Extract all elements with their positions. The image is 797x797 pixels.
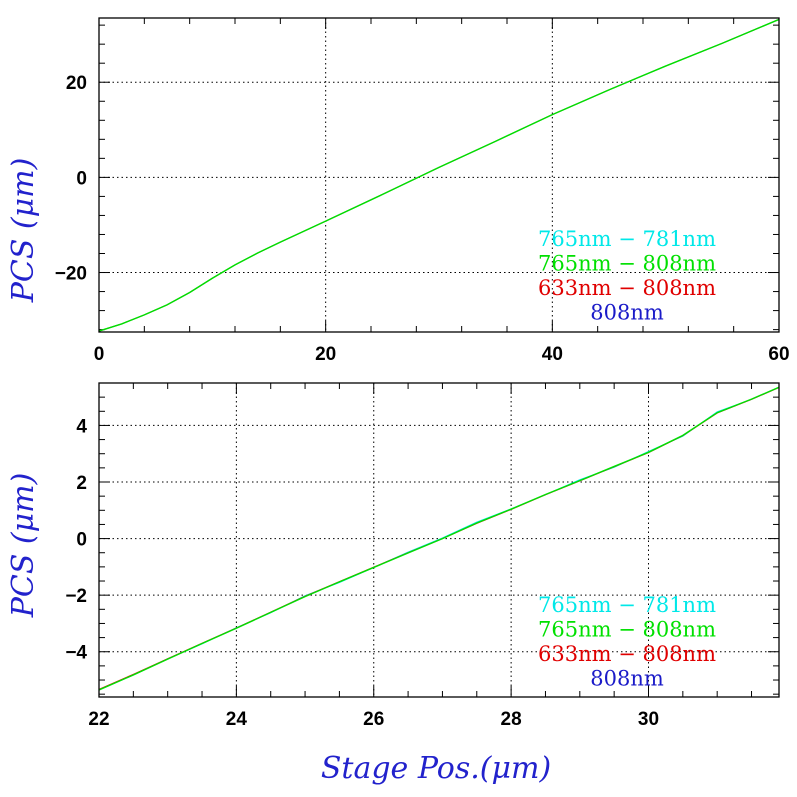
bottom-x-tick-label: 24 [226,709,248,730]
top-chart-panel: 0 20 40 60 −20 0 20 PCS (μm) 765nm − 781nm765nm … [6,17,790,365]
bottom-y-axis-title: PCS (μm) [6,473,41,619]
top-y-tick-label: 0 [76,168,87,189]
bottom-y-tick-label: −2 [65,586,87,607]
bottom-y-tick-label: −4 [65,643,87,664]
top-legend-entry-0: 765nm − 781nm [538,227,716,251]
bottom-y-tick-label: 0 [76,530,87,551]
top-y-tick-label: −20 [55,264,87,285]
bottom-legend-entry-2: 633nm − 808nm [538,642,716,666]
top-x-tick-label: 0 [94,344,105,365]
top-legend-entry-3: 808nm [590,301,664,325]
top-series-line-1 [98,18,780,332]
top-legend-entry-1: 765nm − 808nm [538,252,716,276]
bottom-x-tick-label: 26 [363,709,384,730]
bottom-plot-frame [98,382,780,698]
bottom-x-tick-label: 22 [88,709,109,730]
top-x-tick-label: 20 [315,344,336,365]
top-plot-frame [98,17,780,333]
bottom-x-tick-label: 30 [638,709,659,730]
bottom-y-tick-label: 4 [76,416,87,437]
bottom-x-tick-label: 28 [501,709,522,730]
bottom-x-axis-title: Stage Pos.(μm) [321,751,551,786]
bottom-series-line-1 [98,386,780,691]
bottom-legend-entry-3: 808nm [590,667,664,691]
top-y-axis-title: PCS (μm) [6,158,41,304]
top-y-tick-label: 20 [66,73,87,94]
top-x-tick-label: 60 [768,344,789,365]
top-x-tick-label: 40 [542,344,563,365]
top-legend-entry-2: 633nm − 808nm [538,276,716,300]
bottom-y-tick-label: 2 [76,473,87,494]
bottom-legend-entry-1: 765nm − 808nm [538,618,716,642]
bottom-legend-entry-0: 765nm − 781nm [538,593,716,617]
